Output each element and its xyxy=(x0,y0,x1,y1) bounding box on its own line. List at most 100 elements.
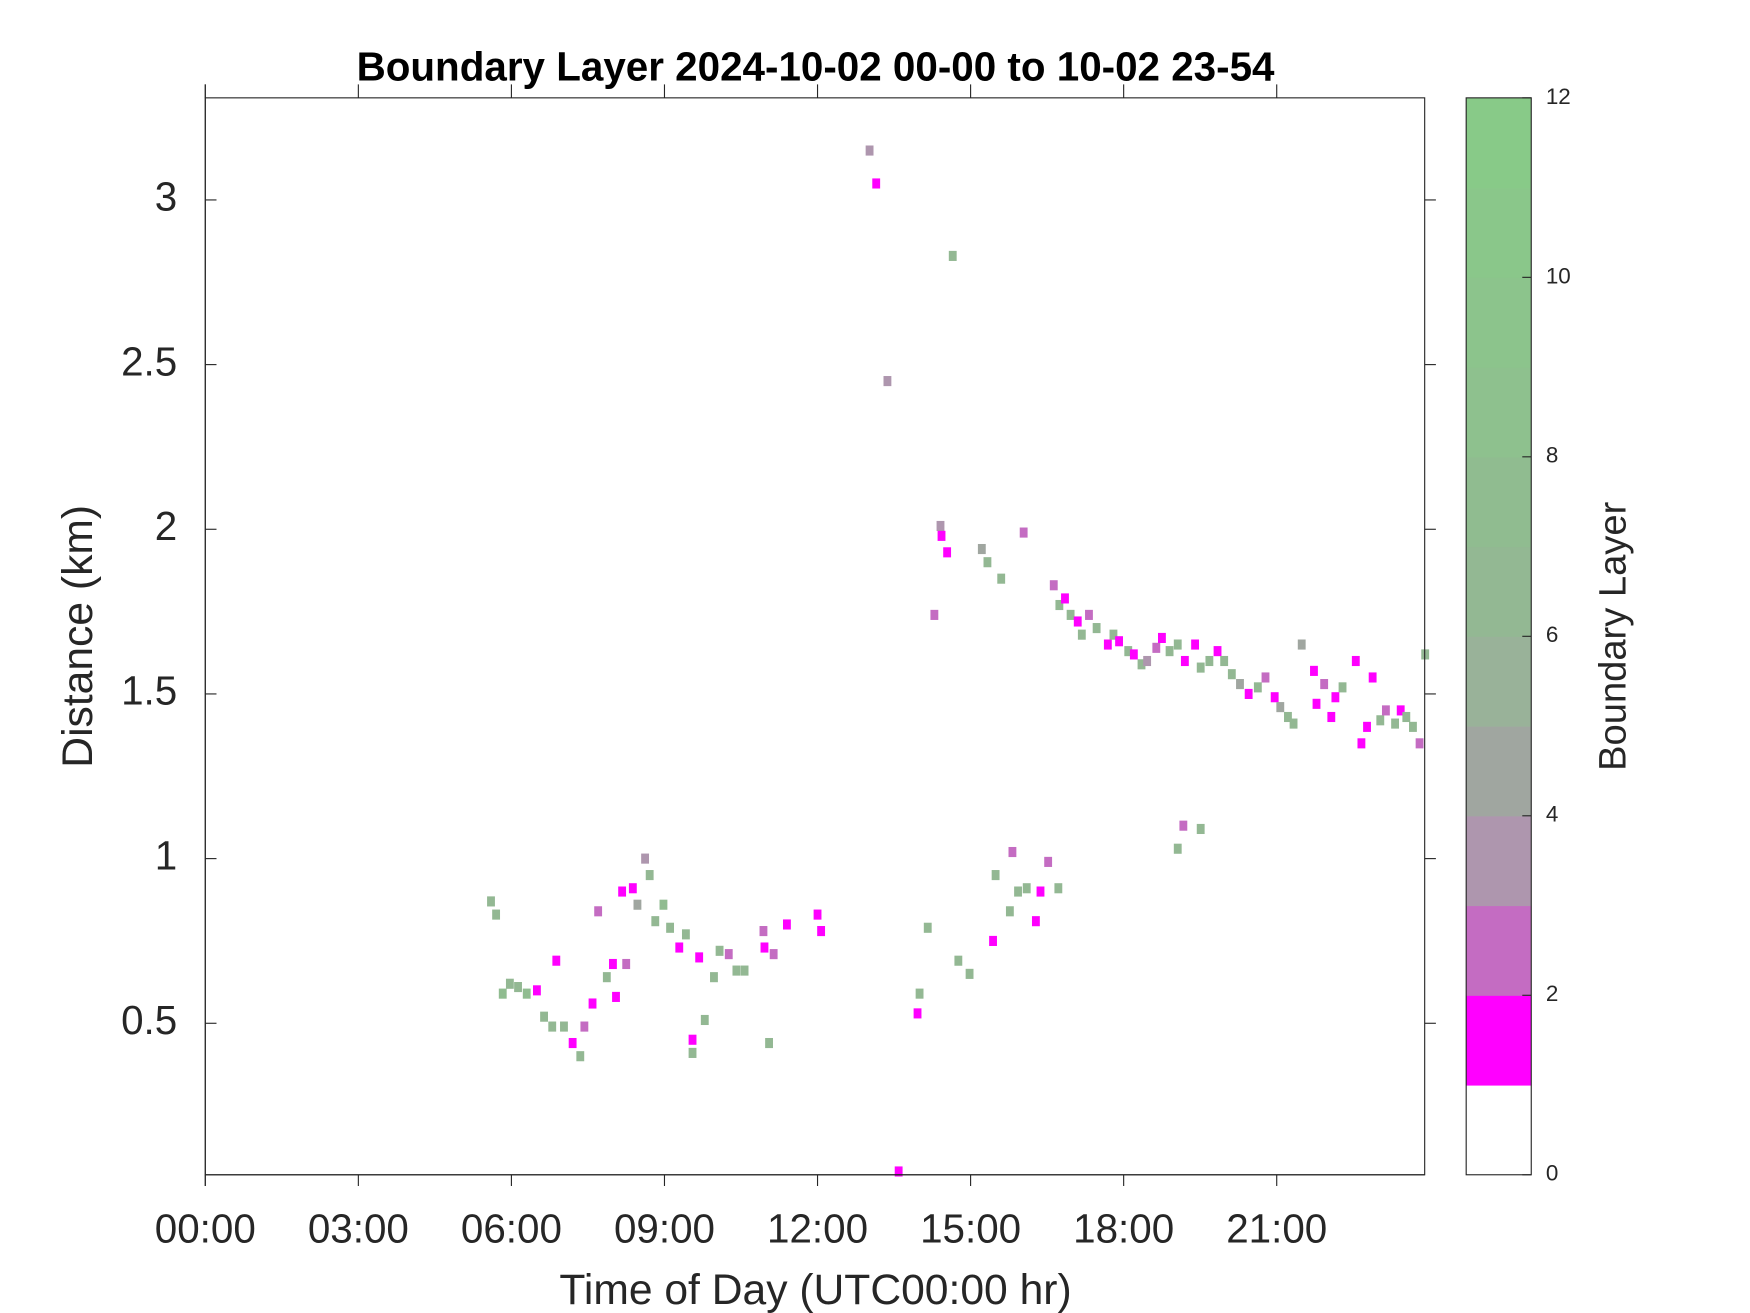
cell xyxy=(628,883,637,894)
cell xyxy=(1036,886,1045,897)
colorbar-segment xyxy=(1466,1085,1532,1176)
cell xyxy=(923,922,932,933)
cell xyxy=(1368,672,1377,683)
cell xyxy=(622,958,631,970)
cell xyxy=(983,557,992,568)
cell xyxy=(1137,659,1146,670)
colorbar-segment xyxy=(1466,456,1532,548)
cell xyxy=(1196,823,1205,835)
cell xyxy=(1092,623,1101,634)
cell xyxy=(1270,692,1279,703)
cell xyxy=(948,250,957,261)
cell xyxy=(1213,646,1222,657)
y-axis-label: Distance (km) xyxy=(54,505,102,768)
cell xyxy=(977,543,986,555)
cell xyxy=(1402,711,1411,723)
cell xyxy=(514,982,522,993)
x-tick-label: 00:00 xyxy=(155,1206,256,1252)
y-tick-label: 2 xyxy=(155,503,177,549)
y-tick-label: 3 xyxy=(155,174,177,220)
cell xyxy=(913,1008,922,1019)
x-tick-label: 09:00 xyxy=(614,1206,715,1252)
cell xyxy=(1077,629,1086,640)
x-tick-label: 21:00 xyxy=(1226,1206,1327,1252)
cell xyxy=(1310,665,1318,676)
cell xyxy=(1129,649,1138,660)
cell xyxy=(1044,856,1053,867)
cell xyxy=(681,929,690,940)
colorbar-segment xyxy=(1466,97,1532,189)
cell xyxy=(883,376,892,387)
cell xyxy=(1253,682,1262,693)
cell xyxy=(1152,642,1161,653)
cell xyxy=(1179,820,1188,831)
cell xyxy=(1381,705,1390,716)
y-tick-label: 2.5 xyxy=(121,338,177,384)
cell xyxy=(1415,738,1424,749)
cell xyxy=(1391,718,1400,729)
cell xyxy=(1191,639,1200,650)
cell xyxy=(505,978,514,989)
colorbar-segment xyxy=(1466,636,1532,727)
cell xyxy=(588,998,597,1009)
cell xyxy=(997,573,1006,584)
colorbar-tick-label: 2 xyxy=(1546,981,1558,1006)
colorbar-segment xyxy=(1466,367,1532,458)
cell xyxy=(1143,655,1152,667)
colorbar-tick-label: 0 xyxy=(1546,1161,1558,1186)
x-tick-label: 18:00 xyxy=(1073,1206,1174,1252)
colorbar-tick-label: 8 xyxy=(1546,443,1558,468)
cell xyxy=(1165,646,1174,657)
cell xyxy=(1357,738,1366,749)
cell xyxy=(522,988,531,999)
cell xyxy=(1276,702,1285,713)
cells xyxy=(487,145,1430,1177)
cell xyxy=(695,952,704,963)
cell xyxy=(1055,599,1064,611)
cell xyxy=(817,926,826,937)
cell xyxy=(1331,692,1340,703)
cell xyxy=(1236,679,1244,690)
cell xyxy=(633,899,642,910)
cell xyxy=(1103,639,1112,650)
cell xyxy=(666,922,675,933)
axes: 00:00 03:00 06:00 09:00 12:00 15:00 18:00 21:00… xyxy=(121,84,1571,1252)
cell xyxy=(1376,715,1385,726)
colorbar-label: Boundary Layer xyxy=(1591,501,1634,770)
colorbar-tick-label: 12 xyxy=(1546,84,1571,109)
cell xyxy=(487,896,495,907)
colorbar-segment xyxy=(1466,905,1532,996)
cell xyxy=(765,1037,773,1049)
x-tick-label: 15:00 xyxy=(920,1206,1021,1252)
cell xyxy=(659,899,668,910)
cell xyxy=(769,949,778,960)
cell xyxy=(1289,718,1298,729)
cell xyxy=(1049,580,1058,591)
cell xyxy=(568,1037,577,1049)
cell xyxy=(782,919,791,930)
x-tick-label: 12:00 xyxy=(767,1206,868,1252)
cell xyxy=(641,853,650,864)
cell xyxy=(540,1011,548,1022)
cell xyxy=(989,935,997,946)
colorbar-tick-label: 10 xyxy=(1546,263,1571,288)
cell xyxy=(498,988,507,999)
cell xyxy=(552,955,561,966)
cell xyxy=(1338,682,1347,693)
cell xyxy=(700,1014,709,1026)
x-tick-label: 03:00 xyxy=(308,1206,409,1252)
cell xyxy=(1124,646,1133,657)
cell xyxy=(1008,846,1017,858)
cell xyxy=(732,965,741,976)
cell xyxy=(618,886,627,897)
cell xyxy=(580,1021,589,1032)
cell xyxy=(651,916,660,927)
colorbar-segment xyxy=(1466,726,1532,817)
cell xyxy=(943,547,952,558)
cell xyxy=(688,1034,697,1045)
cell xyxy=(936,520,945,532)
cell xyxy=(1054,883,1063,894)
cell xyxy=(724,949,733,960)
cell xyxy=(1409,721,1417,732)
cell xyxy=(1351,655,1360,667)
